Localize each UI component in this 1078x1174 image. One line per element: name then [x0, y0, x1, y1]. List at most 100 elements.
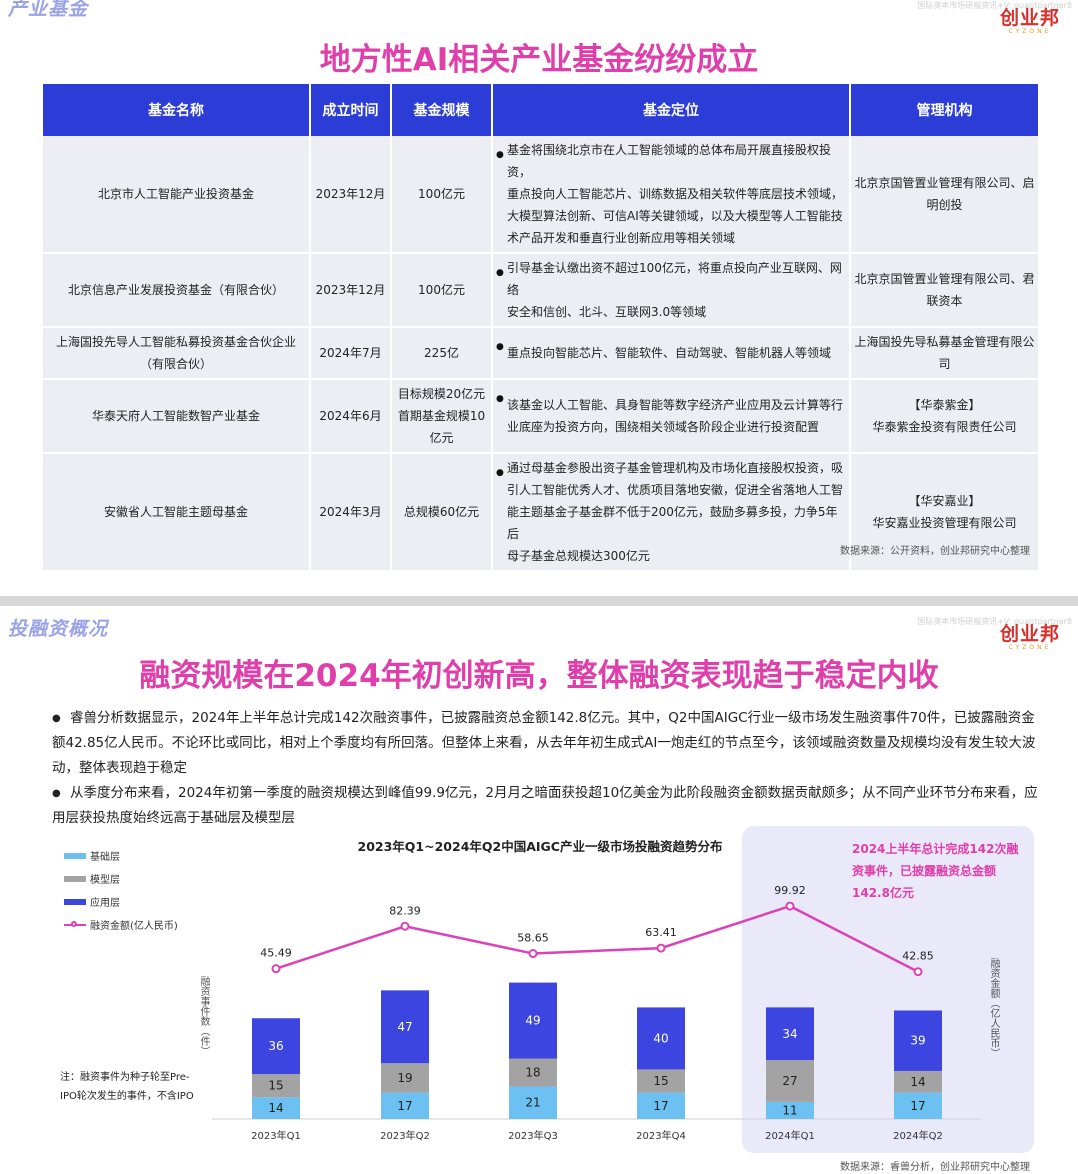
bar-segment-app	[894, 1010, 942, 1071]
bullet-item: ● 睿兽分析数据显示，2024年上半年总计完成142次融资事件，已披露融资总金额1…	[52, 706, 1042, 781]
fund-position-line: 母子基金总规模达300亿元	[507, 549, 650, 563]
fund-name-cell: 北京信息产业发展投资基金（有限合伙）	[43, 253, 311, 328]
fund-position-line: 重点投向人工智能芯片、训练数据及相关软件等底层技术领域，	[507, 187, 844, 201]
fund-size-cell: 100亿元	[391, 253, 493, 328]
amount-point	[785, 901, 795, 911]
table-row: 安徽省人工智能主题母基金2024年3月总规模60亿元通过母基金参股出资子基金管理…	[43, 453, 1038, 572]
amount-point	[400, 921, 410, 931]
bar-value-label: 21	[525, 1096, 540, 1110]
watermark: 国际资本市场研报资讯+V: quantpartner8	[917, 1, 1072, 10]
amount-point	[271, 964, 281, 974]
section-tag: 投融资概况	[8, 618, 109, 640]
fund-position-line: 能主题基金子基金群不低于200亿元，鼓励多募多投，力争5年后	[507, 505, 838, 541]
fund-position-line: 通过母基金参股出资子基金管理机构及市场化直接股权投资，吸	[507, 461, 844, 475]
amount-value-label: 45.49	[260, 947, 292, 960]
bar-value-label: 34	[782, 1027, 797, 1041]
fund-manager-line: 华泰紫金投资有限责任公司	[872, 420, 1017, 434]
fund-manager-cell: 北京京国管置业管理有限公司、君 联资本	[850, 253, 1038, 328]
financing-chart: 14 15 36 2023年Q1 17 19 47 2023年Q2 21 18 49 2023年Q3 1…	[212, 884, 980, 1142]
bar-segment-model	[894, 1070, 942, 1093]
fund-position-line: 术产品开发和垂直行业创新应用等相关领域	[507, 231, 736, 245]
watermark: 国际资本市场研报资讯+V: quantpartner8	[917, 617, 1072, 626]
logo-subtext: CYZONE	[1008, 644, 1052, 651]
fund-size-line: 首期基金规模10	[397, 409, 486, 423]
bar-value-label: 49	[525, 1014, 540, 1028]
y-axis-right-label: 融资金额（亿人民币）	[988, 958, 999, 1058]
slide-industry-funds: 产业基金 国际资本市场研报资讯+V: quantpartner8 创业邦 CYZ…	[0, 0, 1078, 596]
bar-segment-model	[381, 1063, 429, 1093]
logo-text: 创业邦	[999, 7, 1060, 29]
legend-swatch	[64, 875, 86, 882]
fund-size-line: 亿元	[429, 431, 454, 445]
bar-value-label: 17	[910, 1099, 925, 1113]
legend-label: 融资金额(亿人民币)	[90, 921, 178, 932]
fund-position-cell: 该基金以人工智能、具身智能等数字经济产业应用及云计算等行业底座为投资方向，围绕相…	[492, 379, 851, 454]
column-header: 基金定位	[492, 84, 851, 136]
bar-segment-app	[381, 990, 429, 1064]
legend-label: 应用层	[90, 898, 120, 909]
fund-name-cell: 华泰天府人工智能数智产业基金	[43, 379, 311, 454]
bar-segment-app	[637, 1007, 685, 1070]
fund-manager-line: 明创投	[926, 198, 963, 212]
fund-manager-line: 【华安嘉业】	[908, 494, 981, 508]
table-row: 北京信息产业发展投资基金（有限合伙）2023年12月 100亿元 引导基金认缴出资不…	[43, 253, 1038, 328]
fund-position-line: 业底座为投资方向，围绕相关领域各阶段企业进行投资配置	[507, 420, 820, 434]
bar-value-label: 17	[653, 1099, 668, 1113]
bar-segment-base	[509, 1086, 557, 1119]
legend-item-app: 应用层	[64, 890, 178, 913]
bar-value-label: 11	[782, 1103, 797, 1117]
amount-value-label: 63.41	[645, 926, 677, 939]
brand-logo: 创业邦 CYZONE	[1000, 624, 1060, 651]
chart-title: 2023年Q1~2024年Q2中国AIGC产业一级市场投融资趋势分布	[357, 839, 723, 854]
amount-value-label: 58.65	[517, 932, 549, 945]
fund-table: 基金名称 成立时间 基金规模 基金定位 管理机构 北京市人工智能产业投资基金 20…	[43, 84, 1038, 572]
table-row: 上海国投先导人工智能私募投资基金合伙企业（有限合伙）2024年7月 225亿 重点投…	[43, 327, 1038, 380]
amount-point	[913, 967, 923, 977]
fund-date-cell: 2024年6月	[310, 379, 392, 454]
bar-value-label: 39	[910, 1034, 925, 1048]
amount-point	[528, 949, 538, 959]
fund-size-cell: 总规模60亿元	[391, 453, 493, 572]
bar-segment-app	[509, 982, 557, 1059]
logo-text: 创业邦	[999, 623, 1060, 645]
amount-value-label: 82.39	[389, 904, 421, 917]
legend-item-model: 模型层	[64, 867, 178, 890]
bar-value-label: 15	[653, 1074, 668, 1088]
fund-position-line: 引导基金认缴出资不超过100亿元，将重点投向产业互联网、网络	[507, 261, 842, 297]
data-source: 数据来源：公开资料，创业邦研究中心整理	[840, 546, 1030, 557]
legend-item-amount: 融资金额(亿人民币)	[64, 913, 178, 936]
fund-date-cell: 2023年12月	[310, 253, 392, 328]
fund-size-cell: 100亿元	[391, 136, 493, 254]
bar-value-label: 14	[268, 1101, 283, 1115]
bar-segment-base	[766, 1101, 814, 1119]
slide-financing-overview: 投融资概况 国际资本市场研报资讯+V: quantpartner8 创业邦 CY…	[0, 606, 1078, 1174]
bar-value-label: 27	[782, 1074, 797, 1088]
amount-point	[656, 943, 666, 953]
fund-position-cell: 引导基金认缴出资不超过100亿元，将重点投向产业互联网、网络安全和信创、北斗、互…	[492, 253, 851, 328]
fund-date-cell: 2024年3月	[310, 453, 392, 572]
bar-value-label: 17	[397, 1099, 412, 1113]
fund-date-cell: 2023年12月	[310, 136, 392, 254]
amount-value-label: 42.85	[902, 950, 934, 963]
x-tick-label: 2023年Q3	[508, 1129, 558, 1142]
amount-line	[275, 904, 919, 973]
amount-value-label: 99.92	[774, 884, 806, 897]
fund-manager-line: 上海国投先导私募基金管理有限公	[854, 335, 1035, 349]
fund-manager-cell: 北京京国管置业管理有限公司、启 明创投	[850, 136, 1038, 254]
fund-position-cell: 通过母基金参股出资子基金管理机构及市场化直接股权投资，吸引人工智能优秀人才、优质…	[492, 453, 851, 572]
fund-position-line: 基金将围绕北京市在人工智能领域的总体布局开展直接股权投资，	[507, 143, 832, 179]
bar-value-label: 14	[910, 1075, 925, 1089]
bar-segment-base	[637, 1092, 685, 1119]
fund-size-line: 总规模60亿元	[403, 505, 480, 519]
slide-title: 地方性AI相关产业基金纷纷成立	[319, 42, 759, 78]
legend-item-base: 基础层	[64, 844, 178, 867]
section-tag: 产业基金	[8, 0, 89, 20]
column-header: 成立时间	[310, 84, 392, 136]
bullet-dot-icon: ●	[52, 713, 61, 724]
fund-manager-line: 联资本	[926, 294, 963, 308]
fund-manager-cell: 上海国投先导私募基金管理有限公司	[850, 327, 1038, 380]
fund-position-cell: 基金将围绕北京市在人工智能领域的总体布局开展直接股权投资， 重点投向人工智能芯片、…	[492, 136, 851, 254]
fund-name-cell: 安徽省人工智能主题母基金	[43, 453, 311, 572]
brand-logo: 创业邦 CYZONE	[1000, 8, 1060, 35]
x-tick-label: 2024年Q2	[893, 1129, 943, 1142]
